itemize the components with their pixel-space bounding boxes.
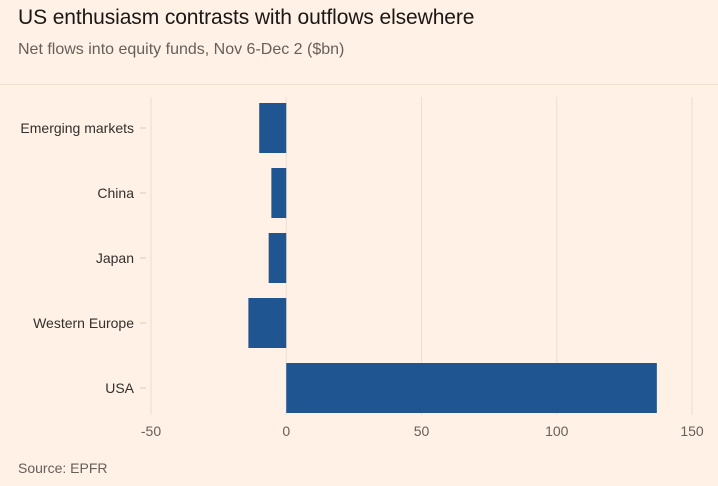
chart-subtitle: Net flows into equity funds, Nov 6-Dec 2… [18, 41, 345, 58]
x-tick-label: 150 [680, 423, 704, 439]
x-tick-label: -50 [141, 423, 161, 439]
x-axis-tick-labels: -50 0 50 100 150 [141, 423, 704, 439]
bar [286, 363, 657, 413]
header-divider [0, 84, 718, 85]
category-labels: Emerging markets China Japan Western Europe… [20, 120, 146, 396]
source-note: Source: EPFR [18, 460, 108, 476]
x-tick-label: 50 [414, 423, 430, 439]
x-tick-label: 0 [282, 423, 290, 439]
category-label: Emerging markets [20, 120, 134, 136]
bar [271, 168, 287, 218]
chart-title: US enthusiasm contrasts with outflows el… [18, 6, 475, 29]
category-label: Western Europe [33, 315, 134, 331]
bar [268, 233, 287, 283]
bars [248, 103, 657, 413]
category-label: China [97, 185, 134, 201]
bar [248, 298, 287, 348]
category-label: Japan [96, 250, 134, 266]
x-tick-label: 100 [545, 423, 569, 439]
bar [259, 103, 287, 153]
category-label: USA [105, 380, 134, 396]
